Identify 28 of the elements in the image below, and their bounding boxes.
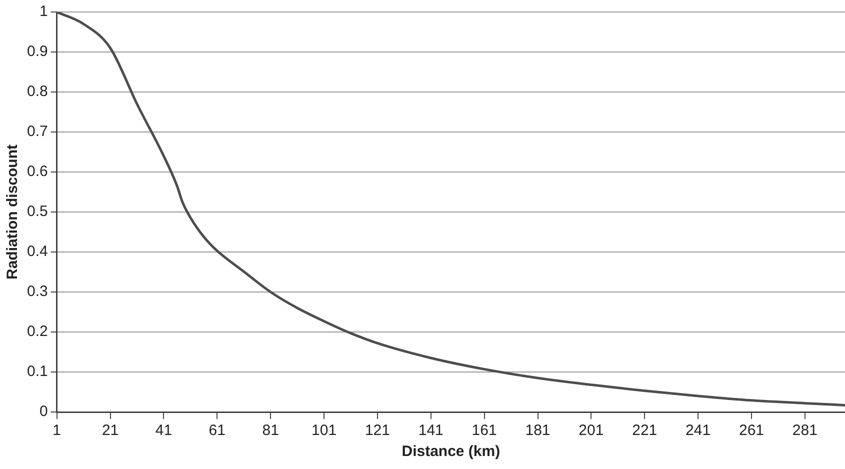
x-tick-label: 121: [364, 422, 390, 440]
y-tick-label: 0.3: [26, 283, 48, 300]
y-tick-label: 0.9: [26, 43, 48, 60]
x-tick-label: 81: [262, 422, 279, 440]
y-tick-label: 0.1: [26, 363, 48, 380]
x-tick-label: 281: [792, 422, 818, 440]
y-axis-title: Radiation discount: [4, 144, 22, 280]
x-tick-label: 101: [312, 422, 337, 440]
y-tick-label: 1: [40, 3, 48, 20]
x-tick-label: 21: [102, 422, 119, 440]
x-tick-label: 201: [578, 422, 604, 440]
x-tick-label: 61: [208, 422, 226, 440]
x-tick-label: 41: [155, 422, 172, 440]
y-tick-label: 0.6: [26, 163, 48, 180]
y-tick-label: 0.7: [26, 123, 48, 140]
y-tick-label: 0.4: [26, 243, 48, 260]
x-tick-label: 141: [418, 422, 444, 440]
x-axis-title: Distance (km): [402, 443, 500, 460]
x-tick-label: 241: [686, 422, 711, 440]
y-tick-label: 0: [40, 403, 48, 420]
x-tick-label: 261: [738, 422, 764, 440]
y-tick-label: 0.5: [26, 203, 48, 220]
y-tick-label: 0.8: [26, 83, 48, 100]
y-tick-label: 0.2: [26, 323, 48, 340]
x-tick-label: 181: [525, 422, 550, 440]
x-tick-label: 1: [52, 422, 62, 440]
x-tick-label: 221: [632, 422, 658, 440]
x-tick-label: 161: [472, 422, 497, 440]
